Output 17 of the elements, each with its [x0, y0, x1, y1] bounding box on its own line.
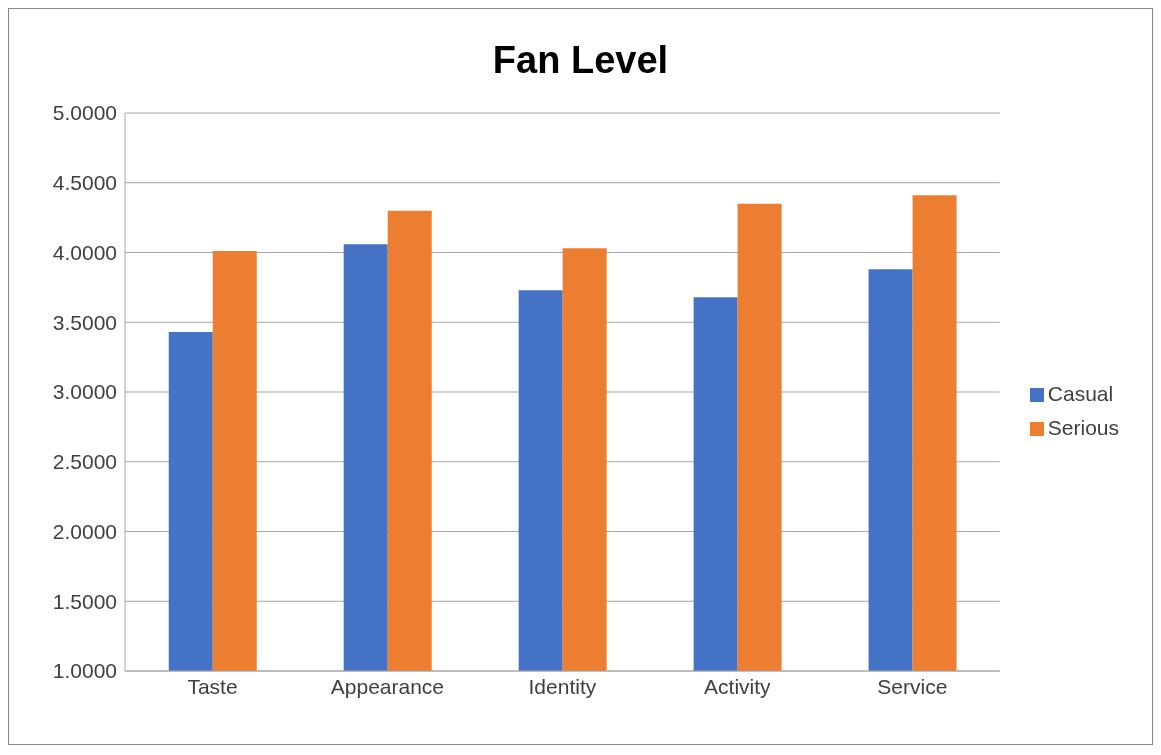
y-tick-label: 1.5000: [52, 589, 117, 613]
y-tick-label: 3.0000: [52, 380, 117, 404]
y-tick-label: 5.0000: [52, 101, 117, 125]
x-tick-label: Service: [877, 674, 948, 698]
chart-title: Fan Level: [491, 38, 670, 83]
y-tick-label: 3.5000: [52, 310, 117, 334]
x-tick-label: Identity: [528, 674, 597, 698]
y-tick-label: 1.0000: [52, 659, 117, 683]
y-tick-label: 4.0000: [52, 240, 117, 264]
legend-label: Casual: [1047, 382, 1114, 405]
y-tick-label: 2.5000: [52, 450, 117, 474]
y-tick-label: 2.0000: [52, 519, 117, 543]
x-tick-label: Activity: [704, 674, 772, 698]
legend-label: Serious: [1047, 416, 1119, 439]
y-tick-label: 4.5000: [52, 171, 117, 195]
x-tick-label: Appearance: [330, 674, 445, 698]
x-tick-label: Taste: [187, 674, 238, 698]
